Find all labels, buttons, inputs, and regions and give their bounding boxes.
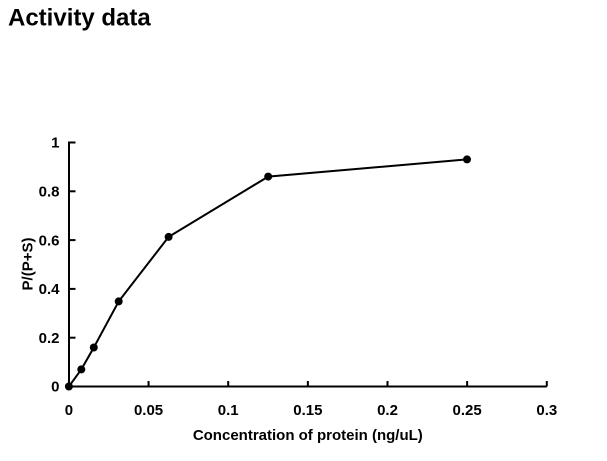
svg-text:0.1: 0.1	[218, 402, 239, 419]
svg-text:0.4: 0.4	[39, 281, 61, 298]
svg-text:0.8: 0.8	[39, 184, 60, 201]
svg-text:0.3: 0.3	[536, 402, 557, 419]
svg-text:0.05: 0.05	[134, 402, 163, 419]
svg-text:0: 0	[51, 379, 59, 396]
svg-text:Concentration of protein (ng/u: Concentration of protein (ng/uL)	[193, 427, 423, 444]
svg-text:0: 0	[65, 402, 73, 419]
svg-text:0.25: 0.25	[453, 402, 482, 419]
svg-text:0.15: 0.15	[293, 402, 322, 419]
svg-text:1: 1	[51, 135, 59, 152]
svg-text:0.6: 0.6	[39, 232, 60, 249]
svg-text:0.2: 0.2	[377, 402, 398, 419]
svg-text:P/(P+S): P/(P+S)	[19, 238, 36, 291]
svg-text:0.2: 0.2	[39, 330, 60, 347]
svg-text:Activity data: Activity data	[8, 5, 151, 32]
